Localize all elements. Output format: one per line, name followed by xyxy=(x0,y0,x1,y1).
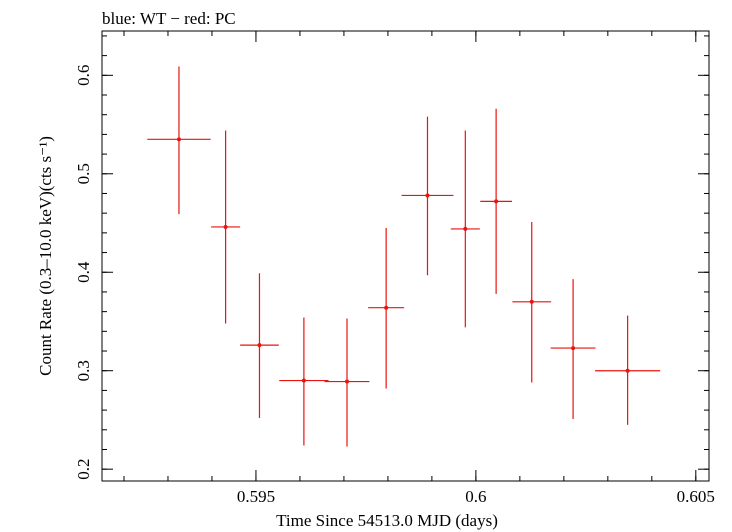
axis-ticks xyxy=(102,31,709,481)
y-axis-label: Count Rate (0.3–10.0 keV)(cts s⁻¹) xyxy=(36,136,55,376)
data-point xyxy=(368,227,405,389)
data-point xyxy=(512,222,552,383)
plot-frame xyxy=(101,30,710,482)
point-marker xyxy=(176,137,181,142)
point-marker xyxy=(529,299,534,304)
data-point xyxy=(279,317,329,446)
point-marker xyxy=(301,378,306,383)
data-points xyxy=(147,66,661,447)
data-point xyxy=(595,315,661,425)
point-marker xyxy=(223,224,228,229)
data-point xyxy=(240,273,279,418)
data-point xyxy=(211,130,241,324)
x-axis-label: Time Since 54513.0 MJD (days) xyxy=(276,511,498,530)
data-point xyxy=(450,130,480,328)
x-tick-label: 0.595 xyxy=(237,487,275,506)
data-point xyxy=(480,108,512,294)
chart-title: blue: WT − red: PC xyxy=(102,9,236,28)
y-tick-label: 0.5 xyxy=(74,163,93,184)
tick-labels: 0.595 0.6 0.605 0.2 0.3 0.4 0.5 0.6 xyxy=(74,65,715,506)
y-tick-label: 0.6 xyxy=(74,65,93,86)
y-tick-label: 0.4 xyxy=(74,261,93,283)
data-point xyxy=(550,279,596,419)
point-marker xyxy=(344,379,349,384)
data-point xyxy=(401,116,454,276)
data-point xyxy=(147,66,211,215)
point-marker xyxy=(257,343,262,348)
x-tick-label: 0.6 xyxy=(465,487,486,506)
y-tick-label: 0.2 xyxy=(74,459,93,480)
point-marker xyxy=(384,305,389,310)
y-tick-label: 0.3 xyxy=(74,360,93,381)
point-marker xyxy=(463,226,468,231)
point-marker xyxy=(625,368,630,373)
point-marker xyxy=(494,199,499,204)
point-marker xyxy=(425,193,430,198)
point-marker xyxy=(571,346,576,351)
data-point xyxy=(324,318,370,447)
x-tick-label: 0.605 xyxy=(677,487,715,506)
